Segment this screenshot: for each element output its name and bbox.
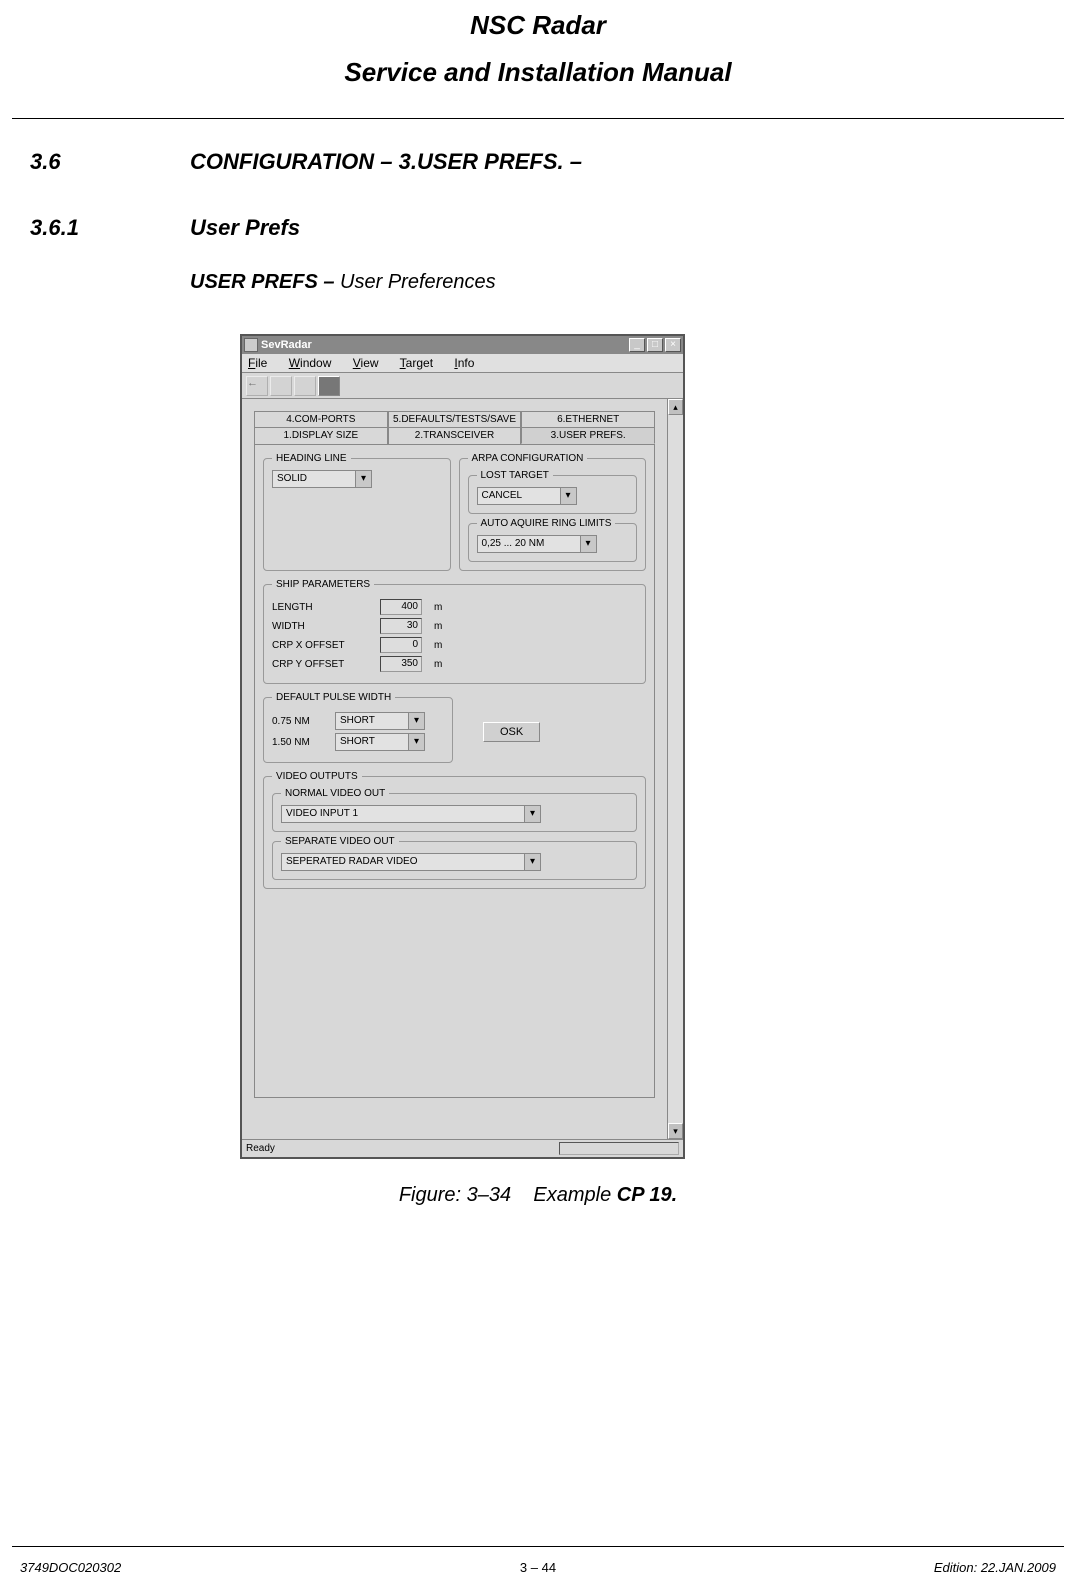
- chevron-down-icon: ▾: [560, 488, 576, 504]
- scroll-up-icon[interactable]: ▴: [668, 399, 683, 415]
- user-prefs-heading: USER PREFS – User Preferences: [190, 271, 1076, 294]
- window-title: SevRadar: [261, 339, 627, 351]
- chevron-down-icon: ▾: [408, 734, 424, 750]
- auto-ring-group: AUTO AQUIRE RING LIMITS 0,25 ... 20 NM ▾: [468, 518, 638, 562]
- unit-label: m: [434, 659, 442, 670]
- pulse-width-group: DEFAULT PULSE WIDTH 0.75 NM SHORT ▾ 1.50…: [263, 692, 453, 763]
- chevron-down-icon: ▾: [524, 806, 540, 822]
- footer-page-number: 3 – 44: [365, 1560, 710, 1575]
- separate-video-group: SEPARATE VIDEO OUT SEPERATED RADAR VIDEO…: [272, 836, 637, 880]
- param-label: CRP X OFFSET: [272, 640, 372, 651]
- toolbar-back-button[interactable]: ←: [246, 376, 268, 396]
- menu-info[interactable]: Info: [454, 356, 474, 370]
- close-button[interactable]: ×: [665, 338, 681, 352]
- chevron-down-icon: ▾: [524, 854, 540, 870]
- chevron-down-icon: ▾: [355, 471, 371, 487]
- pulse-150-select[interactable]: SHORT ▾: [335, 733, 425, 751]
- param-label: LENGTH: [272, 602, 372, 613]
- tab-defaults[interactable]: 5.DEFAULTS/TESTS/SAVE: [388, 411, 522, 427]
- footer-doc-id: 3749DOC020302: [20, 1560, 365, 1575]
- menu-target[interactable]: Target: [400, 356, 433, 370]
- length-input[interactable]: 400: [380, 599, 422, 615]
- unit-label: m: [434, 602, 442, 613]
- app-window: SevRadar _ □ × File Window View Target I…: [240, 334, 685, 1159]
- tab-display-size[interactable]: 1.DISPLAY SIZE: [254, 427, 388, 444]
- doc-title: NSC Radar: [0, 10, 1076, 41]
- header-rule: [12, 118, 1064, 119]
- toolbar-button-4[interactable]: [318, 376, 340, 396]
- heading-line-group: HEADING LINE SOLID ▾: [263, 453, 451, 571]
- lost-target-group: LOST TARGET CANCEL ▾: [468, 470, 638, 514]
- crp-x-input[interactable]: 0: [380, 637, 422, 653]
- status-box: [559, 1142, 679, 1155]
- param-label: CRP Y OFFSET: [272, 659, 372, 670]
- heading-line-legend: HEADING LINE: [272, 453, 351, 464]
- pulse-legend: DEFAULT PULSE WIDTH: [272, 692, 395, 703]
- unit-label: m: [434, 640, 442, 651]
- auto-ring-legend: AUTO AQUIRE RING LIMITS: [477, 518, 616, 529]
- lost-target-select[interactable]: CANCEL ▾: [477, 487, 577, 505]
- ship-param-row: CRP Y OFFSET 350 m: [272, 656, 637, 672]
- tab-transceiver[interactable]: 2.TRANSCEIVER: [388, 427, 522, 444]
- figure-caption: Figure: 3–34 Example CP 19.: [0, 1184, 1076, 1207]
- status-bar: Ready: [242, 1139, 683, 1157]
- footer-edition: Edition: 22.JAN.2009: [711, 1560, 1056, 1575]
- lost-target-legend: LOST TARGET: [477, 470, 553, 481]
- toolbar-button-2[interactable]: [270, 376, 292, 396]
- menu-bar: File Window View Target Info: [242, 354, 683, 373]
- arpa-legend: ARPA CONFIGURATION: [468, 453, 588, 464]
- section-number: 3.6: [30, 149, 190, 175]
- ship-param-row: CRP X OFFSET 0 m: [272, 637, 637, 653]
- separate-video-legend: SEPARATE VIDEO OUT: [281, 836, 399, 847]
- subsection-title: User Prefs: [190, 215, 300, 241]
- ship-params-legend: SHIP PARAMETERS: [272, 579, 374, 590]
- scroll-down-icon[interactable]: ▾: [668, 1123, 683, 1139]
- section-title: CONFIGURATION – 3.USER PREFS. –: [190, 149, 582, 175]
- heading-line-select[interactable]: SOLID ▾: [272, 470, 372, 488]
- auto-ring-select[interactable]: 0,25 ... 20 NM ▾: [477, 535, 597, 553]
- ship-params-group: SHIP PARAMETERS LENGTH 400 m WIDTH 30 m: [263, 579, 646, 684]
- normal-video-select[interactable]: VIDEO INPUT 1 ▾: [281, 805, 541, 823]
- arpa-config-group: ARPA CONFIGURATION LOST TARGET CANCEL ▾ …: [459, 453, 647, 571]
- app-icon: [244, 338, 258, 352]
- menu-file[interactable]: File: [248, 356, 267, 370]
- param-label: WIDTH: [272, 621, 372, 632]
- crp-y-input[interactable]: 350: [380, 656, 422, 672]
- footer-rule: [12, 1546, 1064, 1547]
- vertical-scrollbar[interactable]: ▴ ▾: [667, 399, 683, 1139]
- width-input[interactable]: 30: [380, 618, 422, 634]
- pulse-075-select[interactable]: SHORT ▾: [335, 712, 425, 730]
- tab-user-prefs[interactable]: 3.USER PREFS.: [521, 427, 655, 444]
- tab-com-ports[interactable]: 4.COM-PORTS: [254, 411, 388, 427]
- pulse-label: 1.50 NM: [272, 737, 327, 748]
- separate-video-select[interactable]: SEPERATED RADAR VIDEO ▾: [281, 853, 541, 871]
- doc-subtitle: Service and Installation Manual: [0, 57, 1076, 88]
- tab-ethernet[interactable]: 6.ETHERNET: [521, 411, 655, 427]
- normal-video-legend: NORMAL VIDEO OUT: [281, 788, 389, 799]
- subsection-number: 3.6.1: [30, 215, 190, 241]
- page-footer: 3749DOC020302 3 – 44 Edition: 22.JAN.200…: [20, 1560, 1056, 1575]
- pulse-label: 0.75 NM: [272, 716, 327, 727]
- title-bar: SevRadar _ □ ×: [242, 336, 683, 354]
- chevron-down-icon: ▾: [408, 713, 424, 729]
- video-outputs-group: VIDEO OUTPUTS NORMAL VIDEO OUT VIDEO INP…: [263, 771, 646, 889]
- minimize-button[interactable]: _: [629, 338, 645, 352]
- menu-view[interactable]: View: [353, 356, 379, 370]
- status-text: Ready: [246, 1143, 557, 1154]
- ship-param-row: WIDTH 30 m: [272, 618, 637, 634]
- osk-button[interactable]: OSK: [483, 722, 540, 742]
- ship-param-row: LENGTH 400 m: [272, 599, 637, 615]
- toolbar: ←: [242, 373, 683, 399]
- toolbar-button-3[interactable]: [294, 376, 316, 396]
- unit-label: m: [434, 621, 442, 632]
- menu-window[interactable]: Window: [289, 356, 332, 370]
- video-legend: VIDEO OUTPUTS: [272, 771, 362, 782]
- chevron-down-icon: ▾: [580, 536, 596, 552]
- tab-control: 4.COM-PORTS 5.DEFAULTS/TESTS/SAVE 6.ETHE…: [254, 411, 655, 1098]
- maximize-button[interactable]: □: [647, 338, 663, 352]
- normal-video-group: NORMAL VIDEO OUT VIDEO INPUT 1 ▾: [272, 788, 637, 832]
